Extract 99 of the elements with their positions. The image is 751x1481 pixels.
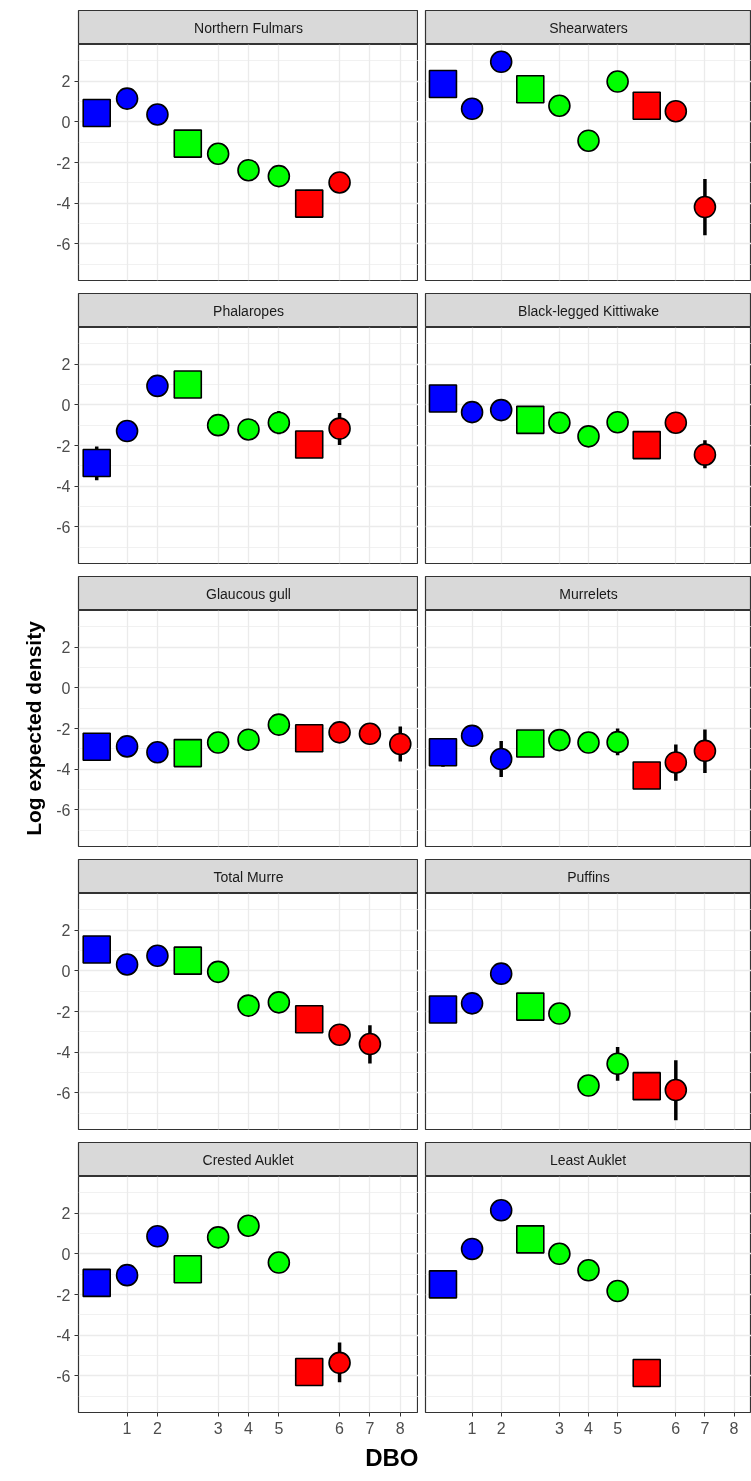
point	[267, 164, 291, 188]
x-tick-label: 1	[122, 1419, 132, 1437]
point	[577, 1259, 600, 1282]
chart-title: Murrelets	[559, 585, 618, 602]
chart-title: Least Auklet	[549, 1151, 627, 1168]
y-tick-label: 0	[61, 1245, 71, 1263]
chart-title: Total Murre	[213, 868, 284, 885]
point	[237, 994, 260, 1017]
point	[82, 448, 112, 478]
x-tick-label: 3	[554, 1419, 564, 1437]
point	[294, 1357, 324, 1387]
point	[428, 1270, 458, 1299]
point	[548, 1002, 571, 1025]
point	[577, 425, 600, 448]
point	[632, 1358, 662, 1388]
point	[82, 935, 112, 964]
x-tick-label: 7	[365, 1419, 375, 1437]
chart-title: Black-legged Kittiwake	[518, 302, 660, 319]
point	[206, 413, 230, 437]
y-tick-label: 0	[61, 962, 71, 980]
x-tick-label: 2	[496, 1419, 506, 1437]
point	[237, 418, 260, 441]
point	[577, 731, 600, 754]
point	[82, 732, 112, 762]
x-tick-label: 8	[729, 1419, 739, 1437]
point	[548, 728, 571, 752]
y-tick-label: -4	[56, 195, 71, 213]
point	[82, 1268, 112, 1298]
point	[548, 94, 571, 118]
point	[606, 411, 629, 434]
point	[632, 1071, 662, 1101]
point	[294, 1004, 324, 1034]
x-tick-label: 3	[213, 1419, 223, 1437]
y-tick-label: -2	[56, 1286, 71, 1304]
point	[606, 1052, 629, 1076]
point	[294, 189, 324, 218]
y-tick-label: -4	[56, 761, 71, 779]
point	[577, 129, 600, 153]
y-tick-label: 2	[61, 922, 71, 940]
point	[82, 98, 112, 128]
y-tick-label: -6	[56, 801, 71, 819]
y-tick-label: -6	[56, 518, 71, 536]
x-tick-label: 4	[244, 1419, 254, 1437]
chart-title: Shearwaters	[549, 19, 628, 36]
y-tick-label: -4	[56, 478, 71, 496]
y-tick-label: -4	[56, 1327, 71, 1345]
y-tick-label: 0	[61, 396, 71, 414]
point	[428, 384, 458, 413]
point	[428, 738, 458, 767]
x-tick-label: 2	[152, 1419, 162, 1437]
point	[632, 430, 662, 460]
y-tick-label: 2	[61, 356, 71, 374]
point	[294, 430, 324, 459]
point	[267, 1251, 291, 1274]
point	[428, 69, 458, 99]
y-tick-label: -4	[56, 1044, 71, 1062]
point	[267, 991, 291, 1014]
point	[577, 1074, 600, 1097]
x-tick-label: 6	[671, 1419, 681, 1437]
y-tick-label: -6	[56, 1084, 71, 1102]
point	[606, 730, 629, 754]
chart-title: Crested Auklet	[202, 1151, 294, 1168]
point	[606, 70, 629, 93]
point	[237, 158, 260, 182]
point	[548, 411, 571, 434]
point	[606, 1279, 629, 1303]
point	[632, 761, 662, 790]
point	[428, 995, 458, 1024]
x-tick-label: 7	[700, 1419, 710, 1437]
y-tick-label: -6	[56, 1367, 71, 1385]
chart-title: Northern Fulmars	[194, 19, 303, 36]
point	[548, 1242, 571, 1266]
x-tick-label: 5	[274, 1419, 284, 1437]
x-tick-label: 6	[335, 1419, 345, 1437]
y-tick-label: 2	[61, 73, 71, 91]
x-tick-label: 8	[395, 1419, 405, 1437]
y-tick-label: -2	[56, 1003, 71, 1021]
chart-title: Puffins	[567, 868, 610, 885]
y-tick-label: 0	[61, 679, 71, 697]
y-tick-label: 0	[61, 113, 71, 131]
chart-title: Phalaropes	[213, 302, 284, 319]
point	[206, 960, 230, 984]
y-tick-label: -2	[56, 154, 71, 172]
y-tick-label: -6	[56, 235, 71, 253]
y-tick-label: -2	[56, 720, 71, 738]
x-axis-title: DBO	[365, 1443, 419, 1471]
point	[237, 1214, 260, 1238]
point	[632, 91, 662, 121]
point	[267, 411, 291, 434]
y-tick-label: -2	[56, 437, 71, 455]
point	[206, 142, 230, 166]
y-axis-title: Log expected density	[22, 620, 46, 836]
x-tick-label: 1	[467, 1419, 477, 1437]
point	[206, 1226, 230, 1249]
chart-title: Glaucous gull	[206, 585, 291, 602]
y-tick-label: 2	[61, 639, 71, 657]
x-tick-label: 4	[584, 1419, 594, 1437]
y-tick-label: 2	[61, 1205, 71, 1223]
x-tick-label: 5	[613, 1419, 623, 1437]
